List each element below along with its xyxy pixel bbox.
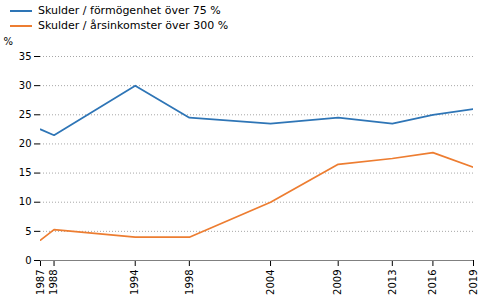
- svg-text:10: 10: [19, 196, 32, 207]
- svg-text:1987: 1987: [35, 270, 46, 295]
- html-text:Skulder / årsinkomster över 30: Skulder / årsinkomster över 300 %: [38, 19, 229, 32]
- html-text:Skulder / förmögenhet över 75: Skulder / förmögenhet över 75 %: [38, 4, 221, 17]
- svg-text:15: 15: [19, 167, 32, 178]
- svg-text:2009: 2009: [332, 270, 343, 295]
- svg-text:2004: 2004: [265, 270, 276, 295]
- svg-text:35: 35: [19, 51, 32, 62]
- svg-text:2013: 2013: [387, 270, 398, 295]
- svg-text:25: 25: [19, 109, 32, 120]
- svg-text:30: 30: [19, 80, 32, 91]
- svg-text:1994: 1994: [129, 270, 140, 295]
- svg-text:5: 5: [25, 226, 31, 237]
- svg-text:%: %: [4, 36, 14, 47]
- svg-text:1988: 1988: [48, 270, 59, 295]
- svg-text:0: 0: [25, 255, 31, 266]
- svg-text:20: 20: [19, 138, 32, 149]
- svg-text:2019: 2019: [468, 270, 479, 295]
- svg-text:2016: 2016: [427, 270, 438, 295]
- svg-text:1998: 1998: [184, 270, 195, 295]
